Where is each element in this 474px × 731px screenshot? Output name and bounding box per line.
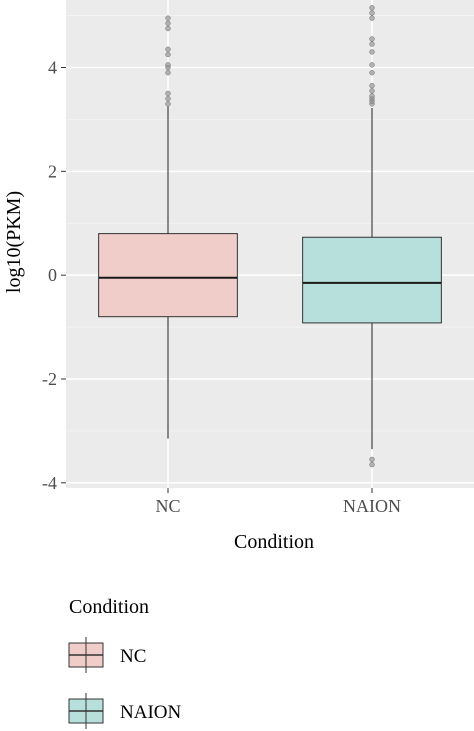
box-naion (302, 5, 442, 468)
box-iqr (98, 233, 238, 318)
legend-label: NC (120, 646, 146, 667)
x-axis-title: Condition (234, 531, 314, 553)
outlier-point (369, 5, 375, 11)
outlier-point (369, 456, 375, 463)
outlier-point (369, 62, 375, 68)
outlier-point (165, 20, 171, 27)
y-tick-label: 2 (48, 161, 57, 181)
outlier-point (369, 36, 375, 42)
outlier-point (369, 88, 375, 94)
outlier-point (165, 25, 171, 32)
x-tick-label: NAION (343, 496, 401, 516)
boxes (98, 5, 442, 468)
outlier-point (165, 101, 171, 107)
outlier-point (369, 41, 375, 47)
y-axis-title: log10(PKM) (3, 191, 25, 293)
outlier-point (369, 93, 375, 99)
y-tick-label: -2 (42, 369, 57, 389)
y-axis: -4 -2 0 2 4 (42, 57, 66, 493)
box-iqr (302, 236, 442, 324)
outlier-point (369, 70, 375, 76)
outlier-point (165, 51, 171, 58)
legend: Condition NC NAION (68, 596, 181, 729)
outlier-point (165, 70, 171, 76)
legend-label: NAION (120, 702, 181, 723)
outlier-point (165, 62, 171, 68)
y-tick-label: 4 (48, 57, 57, 77)
outlier-point (165, 46, 171, 52)
x-tick-label: NC (155, 496, 180, 516)
outlier-point (369, 461, 375, 468)
x-axis: NC NAION (155, 488, 401, 516)
outlier-point (165, 90, 171, 97)
legend-item-naion: NAION (68, 693, 181, 729)
legend-title: Condition (69, 596, 149, 618)
box-nc (98, 15, 238, 439)
outlier-point (369, 83, 375, 89)
y-tick-label: 0 (48, 265, 57, 285)
outlier-point (165, 15, 171, 21)
y-tick-label: -4 (42, 473, 57, 493)
outlier-point (165, 95, 171, 102)
outlier-point (369, 15, 375, 21)
outlier-point (369, 10, 375, 16)
legend-item-nc: NC (68, 637, 146, 673)
outlier-point (369, 49, 375, 55)
